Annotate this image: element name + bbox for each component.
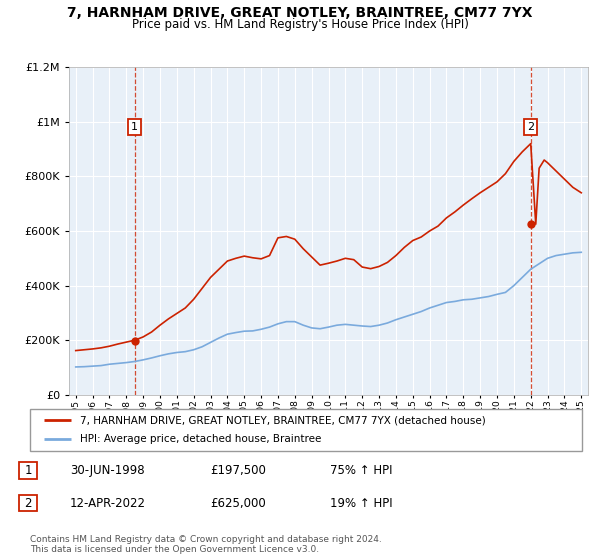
Text: £197,500: £197,500 bbox=[210, 464, 266, 477]
FancyBboxPatch shape bbox=[19, 462, 37, 479]
Text: 2: 2 bbox=[527, 122, 534, 132]
Text: 2: 2 bbox=[24, 497, 32, 510]
FancyBboxPatch shape bbox=[30, 409, 582, 451]
Text: 1: 1 bbox=[131, 122, 138, 132]
Text: 1: 1 bbox=[24, 464, 32, 477]
Text: Contains HM Land Registry data © Crown copyright and database right 2024.
This d: Contains HM Land Registry data © Crown c… bbox=[30, 535, 382, 554]
Text: £625,000: £625,000 bbox=[210, 497, 266, 510]
Text: 75% ↑ HPI: 75% ↑ HPI bbox=[330, 464, 392, 477]
Text: 19% ↑ HPI: 19% ↑ HPI bbox=[330, 497, 392, 510]
Text: 7, HARNHAM DRIVE, GREAT NOTLEY, BRAINTREE, CM77 7YX: 7, HARNHAM DRIVE, GREAT NOTLEY, BRAINTRE… bbox=[67, 6, 533, 20]
FancyBboxPatch shape bbox=[19, 494, 37, 511]
Text: 12-APR-2022: 12-APR-2022 bbox=[70, 497, 146, 510]
Text: 7, HARNHAM DRIVE, GREAT NOTLEY, BRAINTREE, CM77 7YX (detached house): 7, HARNHAM DRIVE, GREAT NOTLEY, BRAINTRE… bbox=[80, 415, 485, 425]
Text: 30-JUN-1998: 30-JUN-1998 bbox=[70, 464, 145, 477]
Text: Price paid vs. HM Land Registry's House Price Index (HPI): Price paid vs. HM Land Registry's House … bbox=[131, 18, 469, 31]
Text: HPI: Average price, detached house, Braintree: HPI: Average price, detached house, Brai… bbox=[80, 435, 321, 445]
